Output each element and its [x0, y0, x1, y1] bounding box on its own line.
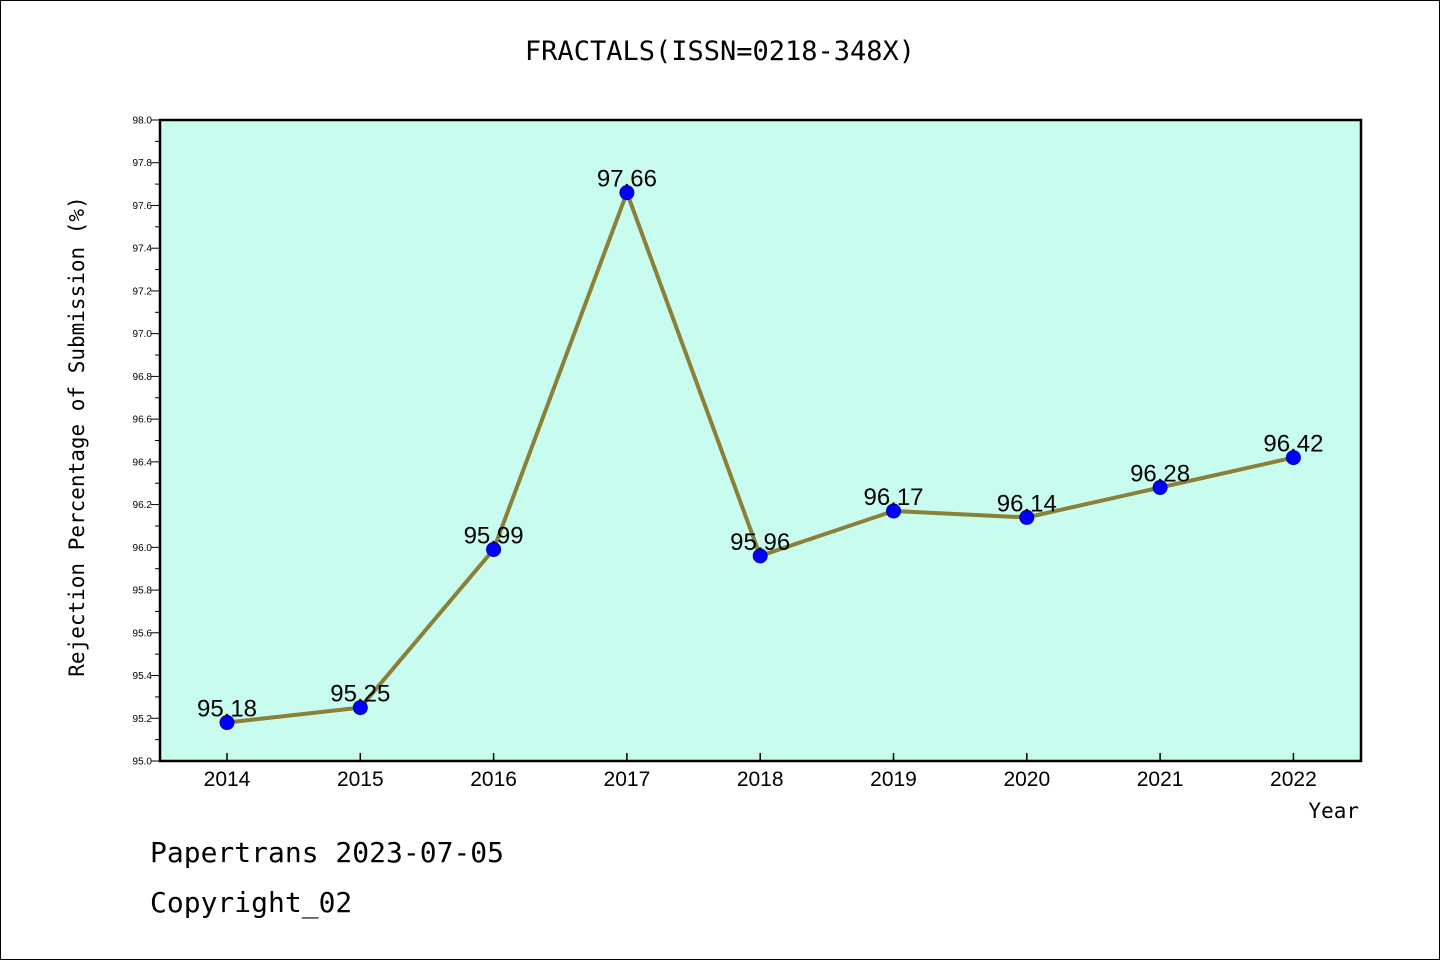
y-tick-label: 96.2 [133, 500, 153, 511]
footer-publisher-date: Papertrans 2023-07-05 [150, 836, 505, 869]
data-label: 96.14 [997, 490, 1057, 517]
y-tick-label: 95.4 [133, 671, 153, 682]
data-point [1019, 509, 1035, 525]
y-tick-label: 97.4 [133, 244, 153, 255]
data-label: 95.18 [197, 696, 257, 723]
x-tick-label: 2022 [1270, 768, 1317, 791]
data-labels: 95.18 95.25 95.99 97.66 95.96 96.17 96.14 96.28… [197, 166, 1323, 723]
data-point [752, 548, 768, 564]
data-label: 95.96 [730, 529, 790, 556]
chart-title: FRACTALS(ISSN=0218-348X) [524, 36, 916, 67]
x-axis-ticks: 2014 2015 2016 2017 2018 2019 2020 2021 2022 [204, 753, 1317, 791]
x-tick-label: 2021 [1137, 768, 1184, 791]
data-label: 97.66 [597, 166, 657, 193]
data-label: 95.25 [330, 681, 390, 708]
data-point [1152, 480, 1168, 496]
data-point [1285, 450, 1301, 466]
y-axis-ticks: 95.0 95.2 95.4 95.6 95.8 96.0 96.2 96.4 96.6 96.8… [133, 116, 160, 768]
x-axis-label: Year [1308, 799, 1359, 823]
data-label: 96.17 [863, 484, 923, 511]
x-tick-label: 2018 [737, 768, 784, 791]
data-label: 96.28 [1130, 461, 1190, 488]
y-tick-label: 97.2 [133, 286, 153, 297]
x-tick-label: 2017 [604, 768, 651, 791]
y-tick-label: 97.0 [133, 329, 153, 340]
data-point [219, 715, 235, 731]
x-tick-label: 2016 [470, 768, 517, 791]
footer-copyright: Copyright_02 [150, 886, 353, 919]
data-point [886, 503, 901, 519]
x-tick-label: 2015 [337, 768, 384, 791]
y-tick-label: 97.8 [133, 158, 153, 169]
y-tick-label: 96.0 [133, 543, 153, 554]
x-tick-label: 2020 [1003, 768, 1050, 791]
data-label: 96.42 [1263, 431, 1323, 458]
y-axis-label: Rejection Percentage of Submission (%) [65, 196, 89, 676]
data-point [352, 700, 368, 716]
y-tick-label: 96.6 [133, 415, 153, 426]
y-tick-label: 96.4 [133, 457, 153, 468]
y-tick-label: 95.8 [133, 586, 153, 597]
plot-border [158, 118, 1363, 763]
y-tick-label: 96.8 [133, 372, 153, 383]
data-points [219, 185, 1301, 731]
data-point [619, 185, 635, 201]
x-tick-label: 2019 [870, 768, 917, 791]
x-tick-label: 2014 [204, 768, 251, 791]
y-tick-label: 98.0 [133, 116, 153, 127]
plot-area [160, 120, 1361, 761]
data-point [486, 541, 502, 557]
data-label: 95.99 [464, 522, 524, 549]
y-tick-label: 95.0 [133, 757, 153, 768]
y-tick-label: 95.2 [133, 714, 153, 725]
y-tick-label: 97.6 [133, 201, 153, 212]
y-tick-label: 95.6 [133, 628, 153, 639]
